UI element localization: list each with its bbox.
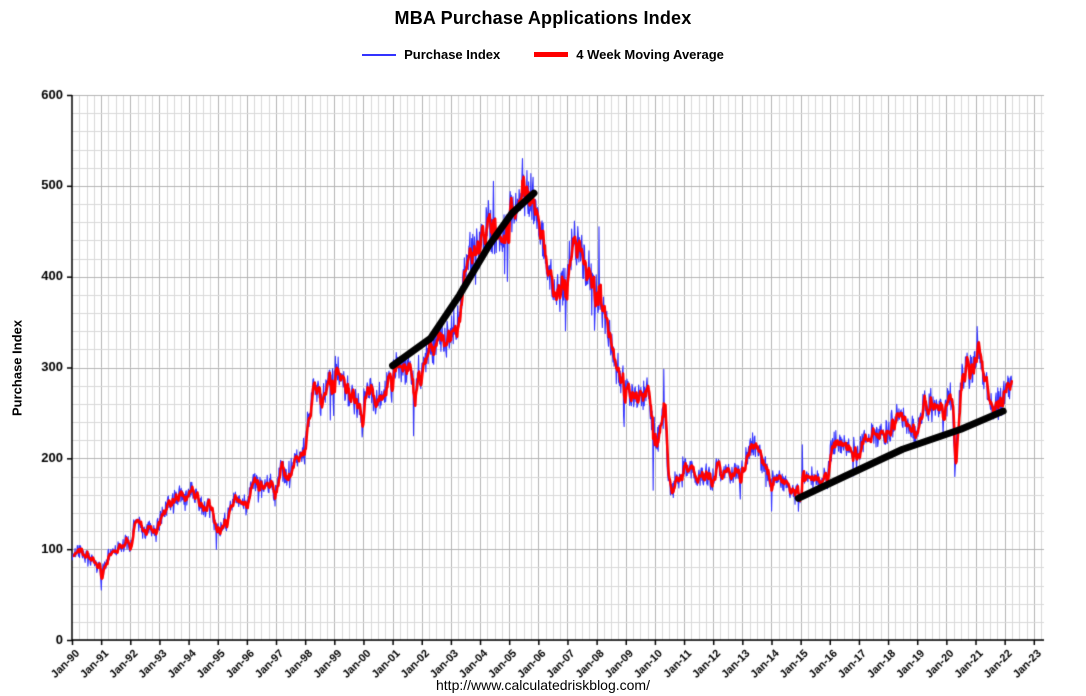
- y-axis-label: Purchase Index: [9, 319, 25, 417]
- legend-label-purchase-index: Purchase Index: [404, 47, 501, 62]
- legend-item-moving-average: 4 Week Moving Average: [534, 47, 724, 62]
- moving-average-line-swatch: [534, 52, 569, 57]
- chart-legend: Purchase Index 4 Week Moving Average: [0, 47, 1086, 62]
- legend-label-moving-average: 4 Week Moving Average: [576, 47, 724, 62]
- chart-title: MBA Purchase Applications Index: [394, 8, 692, 28]
- purchase-index-line-swatch: [362, 53, 397, 56]
- legend-item-purchase-index: Purchase Index: [362, 47, 500, 62]
- footer-url: http://www.calculatedriskblog.com/: [436, 677, 650, 693]
